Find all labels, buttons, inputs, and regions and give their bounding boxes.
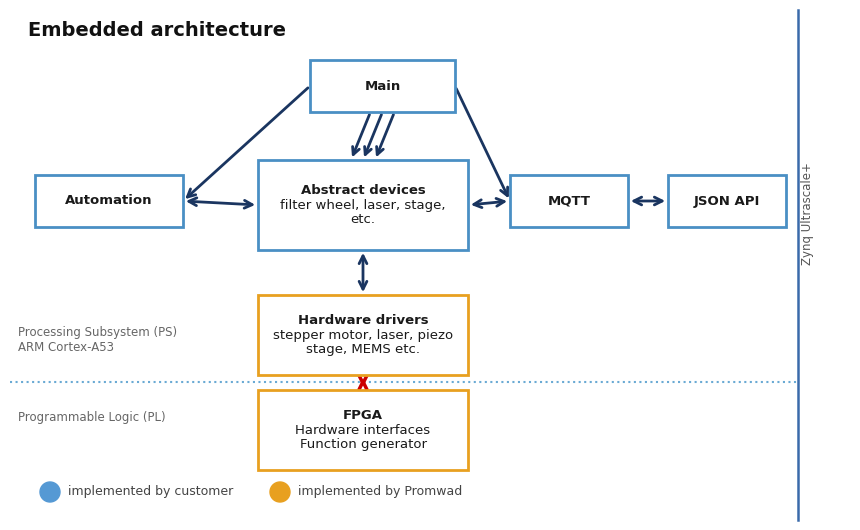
FancyBboxPatch shape: [258, 160, 468, 250]
FancyBboxPatch shape: [258, 295, 468, 375]
Circle shape: [270, 482, 290, 502]
Text: filter wheel, laser, stage,: filter wheel, laser, stage,: [280, 199, 445, 211]
Text: implemented by customer: implemented by customer: [68, 485, 233, 499]
Text: Hardware drivers: Hardware drivers: [298, 314, 428, 327]
Circle shape: [40, 482, 60, 502]
Text: Processing Subsystem (PS)
ARM Cortex-A53: Processing Subsystem (PS) ARM Cortex-A53: [18, 326, 177, 354]
Text: stepper motor, laser, piezo: stepper motor, laser, piezo: [273, 329, 453, 341]
FancyBboxPatch shape: [258, 390, 468, 470]
FancyBboxPatch shape: [35, 175, 183, 227]
Text: etc.: etc.: [351, 213, 376, 226]
Text: JSON API: JSON API: [694, 195, 760, 208]
Text: Hardware interfaces: Hardware interfaces: [296, 423, 431, 437]
Text: Zynq Ultrascale+: Zynq Ultrascale+: [802, 162, 814, 265]
Text: MQTT: MQTT: [548, 195, 591, 208]
Text: Function generator: Function generator: [299, 438, 427, 451]
Text: implemented by Promwad: implemented by Promwad: [298, 485, 463, 499]
Text: Abstract devices: Abstract devices: [301, 184, 426, 197]
Text: FPGA: FPGA: [343, 409, 383, 422]
FancyBboxPatch shape: [668, 175, 786, 227]
Text: stage, MEMS etc.: stage, MEMS etc.: [306, 343, 420, 356]
Text: Programmable Logic (PL): Programmable Logic (PL): [18, 411, 166, 425]
Text: Automation: Automation: [65, 195, 153, 208]
Text: Main: Main: [365, 80, 401, 93]
FancyBboxPatch shape: [510, 175, 628, 227]
Text: Embedded architecture: Embedded architecture: [28, 21, 286, 40]
FancyBboxPatch shape: [310, 60, 455, 112]
